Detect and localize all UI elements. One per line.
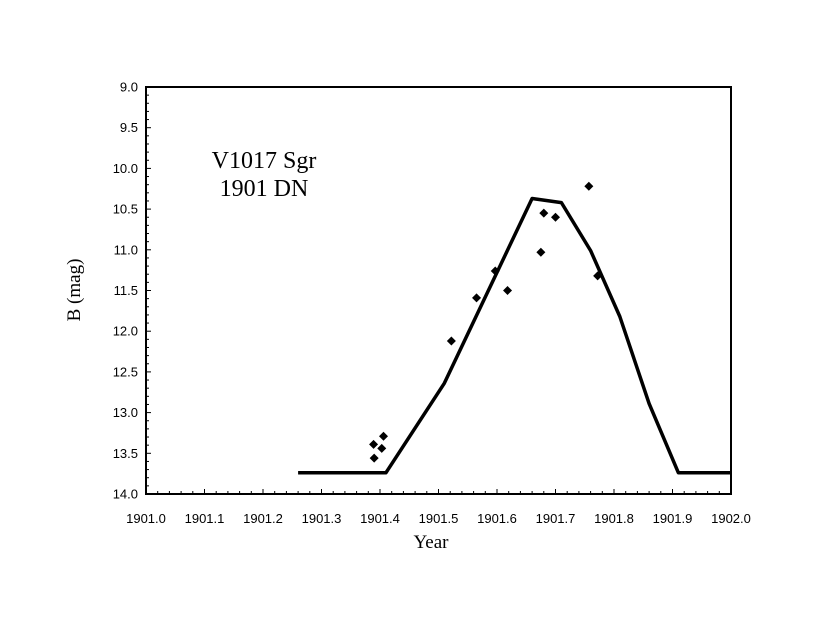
y-tick-label: 12.5 — [113, 364, 138, 379]
data-point — [472, 293, 482, 303]
annotation-line-1: V1017 Sgr — [212, 148, 317, 174]
data-point — [503, 286, 513, 295]
data-point — [593, 271, 603, 281]
x-tick-label: 1901.5 — [419, 511, 459, 526]
data-point — [490, 266, 500, 276]
annotation-line-2: 1901 DN — [220, 176, 309, 202]
data-point — [369, 439, 379, 449]
data-point — [377, 443, 387, 453]
y-axis: 9.0 9.5 10.0 10.5 11.0 11.5 12.0 12.5 13.0 13.5 14… — [113, 80, 151, 502]
data-point — [551, 212, 560, 222]
data-point — [536, 247, 546, 257]
data-point — [539, 208, 549, 218]
data-points — [369, 181, 603, 463]
x-axis-title: Year — [413, 532, 449, 553]
data-point — [446, 336, 456, 346]
x-tick-label: 1901.3 — [302, 511, 342, 526]
x-tick-label: 1901.4 — [360, 511, 400, 526]
y-tick-label: 9.5 — [120, 120, 138, 135]
y-tick-label: 13.0 — [113, 405, 138, 420]
x-tick-label: 1901.1 — [185, 511, 225, 526]
y-tick-label: 11.0 — [114, 242, 138, 257]
y-tick-label: 12.0 — [113, 324, 138, 339]
x-axis: 1901.0 1901.1 1901.2 1901.3 1901.4 1901.5 1901… — [126, 489, 751, 526]
x-tick-label: 1901.8 — [594, 511, 634, 526]
data-point — [584, 181, 594, 191]
x-tick-label: 1901.9 — [653, 511, 693, 526]
y-tick-label: 10.0 — [113, 161, 138, 176]
x-tick-label: 1902.0 — [711, 511, 751, 526]
x-tick-label: 1901.0 — [126, 511, 166, 526]
data-point — [369, 453, 379, 463]
x-tick-label: 1901.7 — [536, 511, 576, 526]
x-tick-label: 1901.2 — [243, 511, 283, 526]
y-tick-label: 13.5 — [113, 446, 138, 461]
data-point — [379, 431, 389, 441]
y-tick-label: 9.0 — [120, 80, 138, 95]
x-tick-label: 1901.6 — [477, 511, 517, 526]
y-axis-title: B (mag) — [64, 259, 85, 322]
y-tick-label: 14.0 — [113, 487, 138, 502]
series-line — [298, 196, 731, 475]
y-tick-label: 11.5 — [114, 283, 138, 298]
y-tick-label: 10.5 — [113, 202, 138, 217]
plot-area — [145, 86, 732, 495]
